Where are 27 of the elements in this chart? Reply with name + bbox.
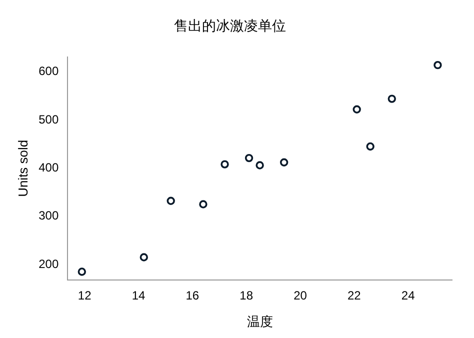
- point: [388, 94, 396, 103]
- point: [280, 158, 288, 166]
- x-tick-label: 18: [240, 288, 254, 303]
- y-tick-label: 300: [38, 208, 59, 223]
- point: [166, 196, 175, 206]
- point: [199, 200, 208, 208]
- point: [140, 253, 148, 262]
- point: [244, 154, 254, 162]
- point: [78, 268, 86, 276]
- y-axis-title: Units sold: [15, 140, 30, 197]
- y-tick-label: 200: [38, 256, 59, 271]
- x-tick-label: 22: [347, 288, 362, 303]
- x-axis-title: 温度: [246, 314, 273, 329]
- x-tick-label: 20: [294, 288, 308, 303]
- y-tick-label: 500: [38, 112, 59, 126]
- point: [352, 105, 361, 114]
- chart-title: 售出的冰激凌单位: [174, 17, 286, 34]
- point: [434, 60, 442, 70]
- point: [256, 161, 264, 170]
- point: [366, 142, 374, 151]
- x-tick-label: 24: [401, 288, 416, 303]
- y-tick-label: 600: [38, 64, 59, 78]
- x-tick-label: 16: [186, 288, 200, 303]
- y-tick-label: 400: [38, 160, 59, 174]
- point: [220, 160, 229, 168]
- x-tick-label: 12: [78, 288, 92, 303]
- x-tick-label: 14: [132, 288, 146, 303]
